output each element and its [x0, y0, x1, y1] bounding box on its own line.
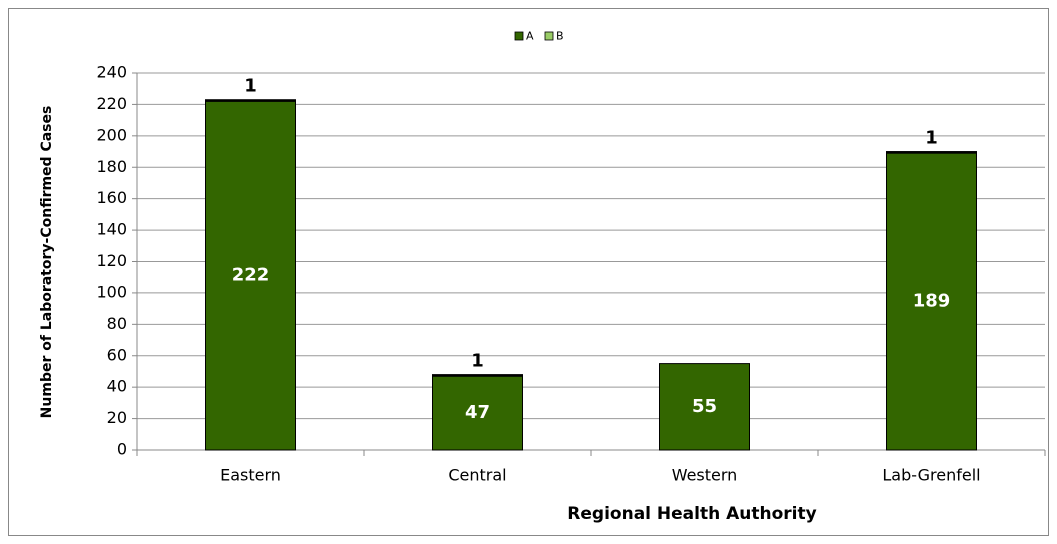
y-tick-label: 160 — [96, 188, 127, 207]
data-label: 222 — [232, 265, 270, 286]
legend-swatch — [514, 31, 524, 41]
bar-segment — [205, 99, 296, 102]
bar-segment — [659, 363, 750, 451]
x-tick-label: Eastern — [220, 466, 281, 485]
data-label: 55 — [692, 396, 717, 417]
legend-label: B — [556, 30, 564, 43]
data-label: 1 — [925, 128, 938, 149]
data-label: 47 — [465, 402, 490, 423]
x-tick-label: Lab-Grenfell — [882, 466, 980, 485]
y-tick-label: 80 — [107, 314, 127, 333]
data-label: 189 — [913, 291, 951, 312]
y-axis-title: Number of Laboratory-Confirmed Cases — [39, 106, 55, 419]
y-tick-label: 120 — [96, 251, 127, 270]
bar-segment — [886, 151, 977, 154]
legend-swatch — [544, 31, 554, 41]
x-axis-title: Regional Health Authority — [567, 504, 816, 524]
bar-segment — [886, 152, 977, 451]
y-tick-label: 200 — [96, 125, 127, 144]
data-label: 1 — [244, 76, 257, 97]
y-tick-label: 60 — [107, 345, 127, 364]
y-tick-label: 180 — [96, 157, 127, 176]
data-label: 1 — [471, 351, 484, 372]
x-tick-label: Western — [672, 466, 738, 485]
y-tick-label: 20 — [107, 408, 127, 427]
y-tick-label: 220 — [96, 94, 127, 113]
chart-border — [8, 8, 1049, 536]
y-tick-label: 40 — [107, 377, 127, 396]
legend-label: A — [526, 30, 534, 43]
bar-segment — [205, 100, 296, 451]
bar-segment — [432, 374, 523, 377]
x-tick-label: Central — [448, 466, 506, 485]
y-tick-label: 240 — [96, 63, 127, 82]
y-tick-label: 0 — [117, 440, 127, 459]
y-tick-label: 140 — [96, 220, 127, 239]
bar-segment — [432, 375, 523, 451]
y-tick-label: 100 — [96, 282, 127, 301]
